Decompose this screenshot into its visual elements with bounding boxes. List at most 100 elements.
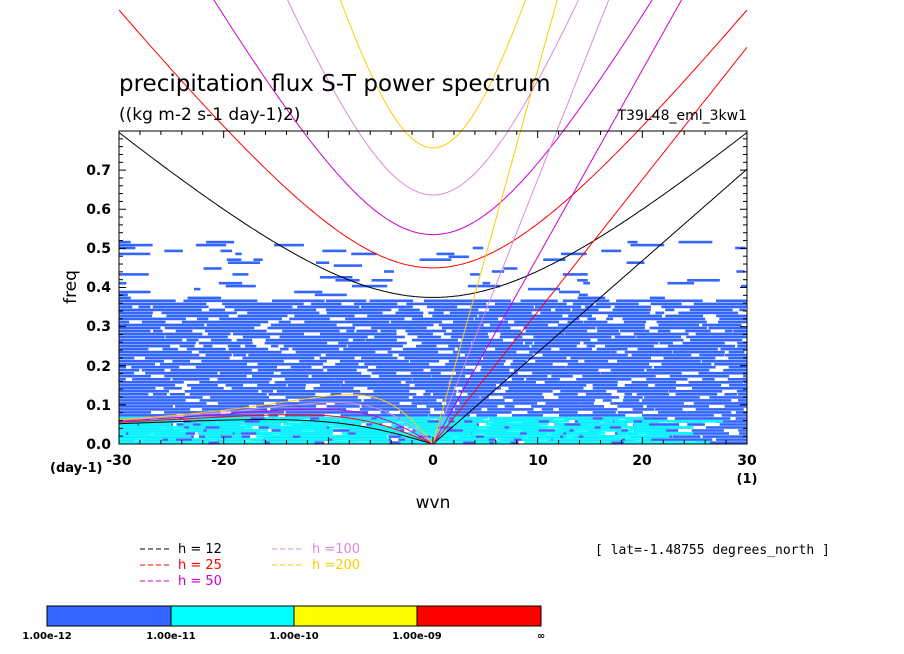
power-patch [486, 423, 549, 426]
power-patch [292, 347, 339, 351]
power-patch [194, 287, 201, 291]
power-patch [206, 323, 261, 327]
power-patch [225, 384, 244, 387]
power-patch [201, 359, 284, 363]
dispersion-curve-rossby-h200 [119, 394, 434, 444]
power-patch [527, 411, 578, 414]
chart-title: precipitation flux S-T power spectrum [119, 71, 551, 97]
power-patch [744, 381, 747, 384]
power-patch [169, 393, 185, 396]
power-patch [524, 441, 612, 444]
power-patch [434, 308, 479, 312]
power-patch [332, 438, 389, 441]
y-tick-label: 0.3 [86, 319, 111, 335]
power-patch [646, 378, 688, 381]
power-patch [513, 368, 599, 372]
power-patch [322, 249, 347, 253]
power-patch [693, 302, 747, 306]
power-patch [326, 311, 383, 315]
power-patch [663, 356, 716, 360]
power-patch [544, 381, 618, 384]
power-patch [739, 308, 746, 312]
power-patch [736, 270, 745, 273]
power-patch [669, 374, 730, 378]
power-patch [444, 411, 512, 414]
power-patch [665, 314, 703, 318]
power-patch [467, 284, 501, 288]
power-patch [727, 378, 747, 381]
power-patch [371, 279, 393, 282]
power-patch [345, 317, 405, 321]
power-patch [343, 347, 392, 351]
power-patch [531, 405, 604, 408]
power-patch [142, 438, 210, 441]
power-patch [287, 384, 306, 387]
power-patch [668, 390, 723, 393]
power-patch [453, 426, 505, 429]
power-patch [119, 344, 171, 348]
power-patch [737, 341, 747, 345]
power-patch [531, 344, 577, 348]
power-patch [119, 341, 196, 345]
power-patch [607, 314, 662, 318]
power-patch [612, 308, 651, 312]
power-patch [426, 405, 498, 408]
dispersion-curve-ig-h25 [118, 9, 748, 269]
power-patch [367, 314, 423, 318]
power-patch [219, 317, 282, 321]
power-patch [159, 362, 247, 366]
power-patch [197, 317, 209, 321]
power-patch [187, 384, 218, 387]
power-patch [434, 408, 454, 411]
power-patch [642, 414, 714, 417]
power-patch [606, 317, 614, 321]
power-patch [540, 311, 566, 315]
power-patch [467, 393, 543, 396]
power-patch [280, 371, 362, 375]
power-patch [631, 381, 677, 384]
power-patch [164, 411, 221, 414]
power-patch [206, 429, 269, 432]
color-bar-segment-3 [293, 605, 418, 627]
power-patch [380, 411, 389, 414]
power-patch [661, 362, 712, 366]
power-patch [718, 320, 747, 324]
power-patch [535, 305, 582, 309]
power-patch [655, 311, 665, 315]
power-patch [495, 347, 552, 351]
power-patch [189, 393, 267, 396]
power-patch [504, 405, 515, 408]
power-patch [702, 378, 715, 381]
power-patch [651, 341, 659, 345]
power-patch [379, 374, 432, 378]
power-patch [582, 374, 656, 378]
x-tick-label: 30 [737, 453, 757, 469]
power-patch [472, 246, 484, 250]
power-patch [280, 347, 289, 351]
dispersion-curve-kelvin-h200 [432, 0, 558, 444]
power-patch [252, 374, 309, 378]
power-patch [655, 408, 683, 411]
power-patch [692, 387, 747, 390]
power-patch [319, 276, 353, 279]
power-patch [222, 302, 304, 306]
power-patch [474, 441, 490, 444]
power-patch [203, 267, 222, 270]
power-patch [622, 317, 706, 321]
power-patch [361, 356, 398, 360]
power-patch [191, 387, 224, 390]
power-patch [610, 402, 684, 405]
power-patch [340, 414, 429, 417]
power-patch [145, 371, 218, 375]
power-patch [480, 396, 489, 399]
power-patch [724, 329, 733, 333]
power-patch [743, 374, 747, 378]
y-tick-label: 0.1 [86, 398, 111, 414]
power-patch [448, 344, 530, 348]
power-patch [449, 381, 536, 384]
power-patch [464, 353, 533, 357]
power-patch [526, 378, 560, 381]
power-patch [630, 243, 665, 247]
power-patch [602, 416, 644, 420]
power-patch [626, 261, 645, 264]
